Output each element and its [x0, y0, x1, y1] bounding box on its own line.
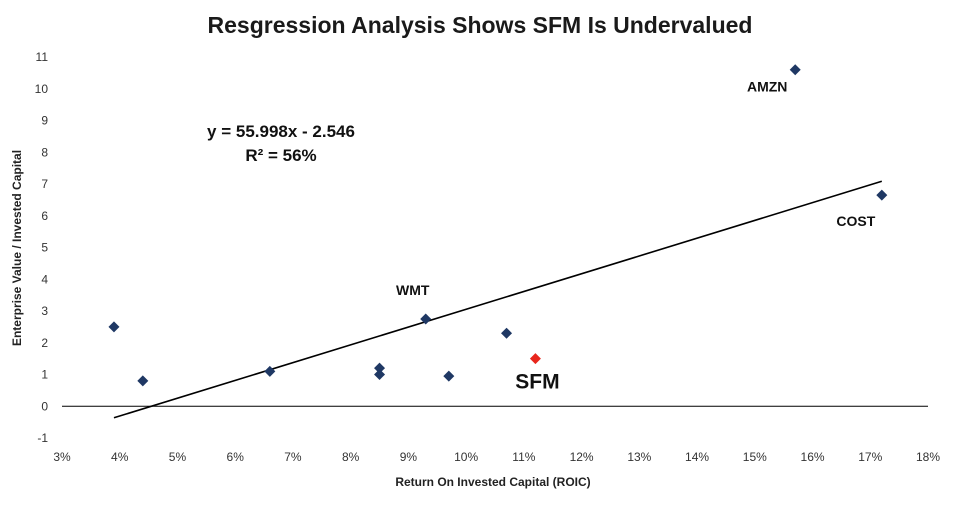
y-tick-label: 8: [41, 145, 48, 159]
data-point-marker: [264, 365, 276, 377]
x-tick-label: 11%: [512, 450, 535, 464]
x-tick-label: 8%: [342, 450, 360, 464]
data-point-marker: [501, 327, 513, 339]
data-point-marker: [529, 353, 541, 365]
y-tick-label: 1: [41, 368, 48, 382]
y-tick-label: 6: [41, 209, 48, 223]
x-tick-label: 14%: [685, 450, 709, 464]
x-tick-label: 7%: [284, 450, 302, 464]
y-tick-label: 10: [35, 82, 49, 96]
data-point-marker: [420, 313, 432, 325]
y-tick-label: 3: [41, 304, 48, 318]
data-point-label: WMT: [396, 282, 430, 298]
y-tick-label: 0: [41, 399, 48, 413]
r-squared: R² = 56%: [245, 146, 316, 165]
x-tick-label: 10%: [454, 450, 478, 464]
data-point-marker: [876, 189, 888, 201]
x-tick-label: 3%: [53, 450, 71, 464]
y-tick-label: 7: [41, 177, 48, 191]
x-tick-label: 4%: [111, 450, 129, 464]
chart-title: Resgression Analysis Shows SFM Is Underv…: [208, 12, 753, 38]
regression-equation: y = 55.998x - 2.546: [207, 122, 355, 141]
y-tick-label: 4: [41, 272, 48, 286]
x-tick-label: 16%: [801, 450, 825, 464]
data-point-marker: [443, 370, 455, 382]
x-tick-label: 18%: [916, 450, 940, 464]
data-point-label: AMZN: [747, 79, 787, 95]
y-axis: -1 0 1 2 3 4 5 6 7 8 9 10 11: [35, 50, 49, 445]
trendline: [113, 180, 883, 419]
y-tick-label: 5: [41, 241, 48, 255]
data-point-marker: [137, 375, 149, 387]
data-point-label: SFM: [515, 371, 559, 394]
x-tick-label: 6%: [227, 450, 245, 464]
x-tick-label: 5%: [169, 450, 187, 464]
x-tick-label: 15%: [743, 450, 767, 464]
x-axis-label: Return On Invested Capital (ROIC): [395, 475, 590, 489]
y-tick-label: 9: [41, 114, 48, 128]
x-tick-label: 12%: [570, 450, 594, 464]
data-point-label: COST: [836, 213, 875, 229]
x-axis: 3% 4% 5% 6% 7% 8% 9% 10% 11% 12% 13% 14% 15% 16% 17% 18…: [53, 450, 940, 464]
data-point-marker: [374, 369, 386, 380]
x-tick-label: 13%: [627, 450, 651, 464]
y-tick-label: 2: [41, 336, 48, 350]
data-point-marker: [108, 321, 120, 333]
data-point-marker: [374, 362, 386, 374]
y-tick-label: 11: [36, 50, 49, 64]
data-points: [108, 64, 888, 387]
y-tick-label: -1: [37, 431, 48, 445]
x-tick-label: 17%: [858, 450, 882, 464]
y-axis-label: Enterprise Value / Invested Capital: [10, 150, 24, 346]
point-labels: WMT SFM AMZN COST: [396, 79, 876, 394]
data-point-marker: [789, 64, 801, 76]
x-tick-label: 9%: [400, 450, 418, 464]
